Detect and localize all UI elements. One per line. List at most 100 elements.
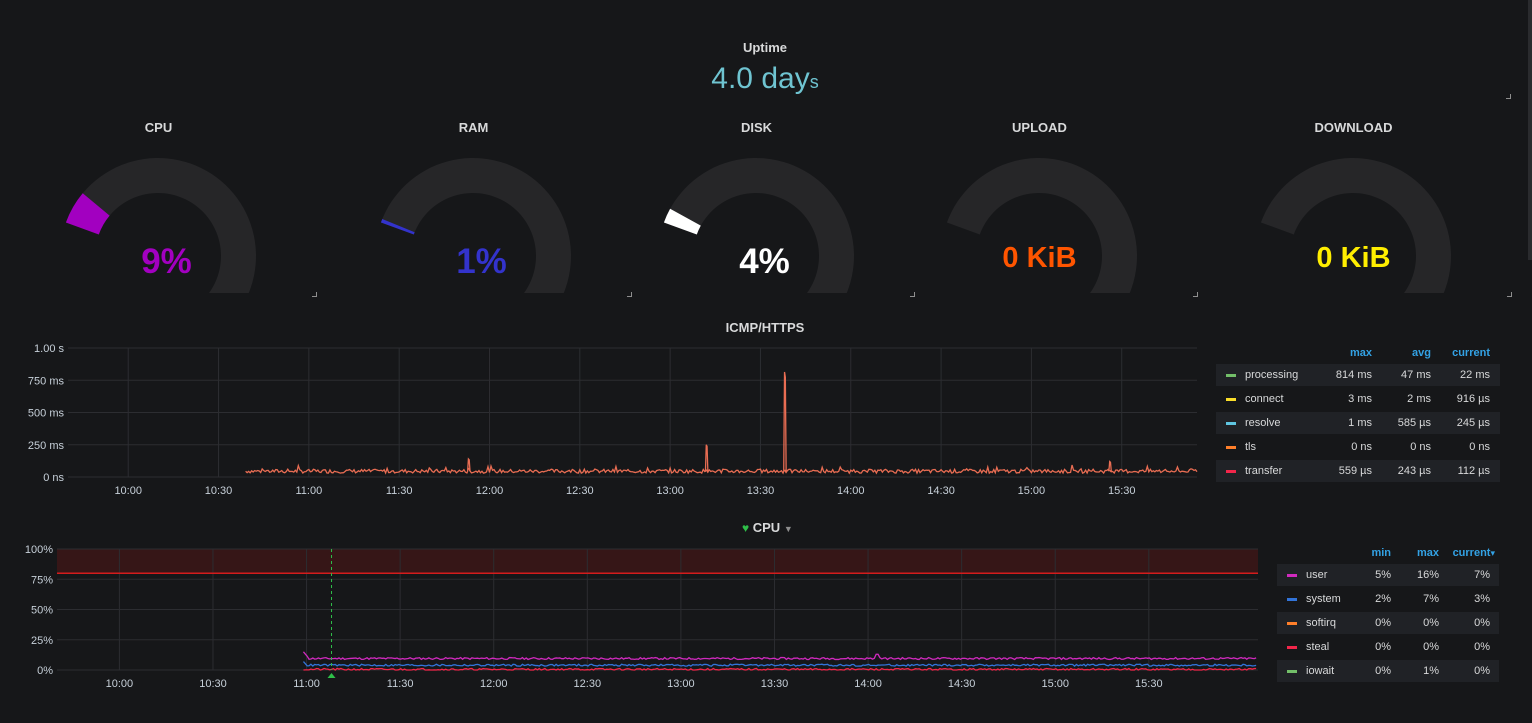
resize-handle[interactable] xyxy=(627,292,632,297)
gauge-track xyxy=(65,158,256,293)
legend-value-current: 245 µs xyxy=(1456,417,1490,429)
legend-row[interactable]: steal 0% 0% 0% xyxy=(1277,636,1499,658)
legend-series-name[interactable]: steal xyxy=(1306,641,1330,653)
icmp-chart[interactable]: 1.00 s 750 ms 500 ms 250 ms 0 ns 10:00 10:30 11… xyxy=(0,335,1210,505)
page-scrollbar[interactable] xyxy=(1528,0,1532,260)
x-tick-label: 14:30 xyxy=(927,485,955,497)
x-tick-label: 12:30 xyxy=(566,485,594,497)
legend-row[interactable]: transfer 559 µs 243 µs 112 µs xyxy=(1216,460,1500,482)
x-tick-label: 12:30 xyxy=(574,678,602,690)
legend-series-name[interactable]: system xyxy=(1306,593,1341,605)
legend-header-max[interactable]: max xyxy=(1416,547,1439,559)
annotation-marker xyxy=(327,673,336,678)
resize-handle[interactable] xyxy=(1506,94,1511,99)
legend-header-max[interactable]: max xyxy=(1349,347,1372,359)
gauge-track xyxy=(1260,158,1451,293)
legend-header-current[interactable]: current▾ xyxy=(1452,547,1495,559)
gauge-title[interactable]: DISK xyxy=(740,120,773,135)
legend-series-name[interactable]: transfer xyxy=(1245,465,1283,477)
legend-swatch[interactable] xyxy=(1287,574,1297,577)
y-tick-label: 500 ms xyxy=(28,408,65,420)
resize-handle[interactable] xyxy=(1193,292,1198,297)
x-tick-label: 15:30 xyxy=(1135,678,1163,690)
gauge-arc xyxy=(380,158,571,293)
gauge-value: 0 KiB xyxy=(1002,242,1077,274)
resize-handle[interactable] xyxy=(312,292,317,297)
legend-series-name[interactable]: softirq xyxy=(1306,617,1336,629)
legend-value-max: 3 ms xyxy=(1348,393,1372,405)
gauge-panel-download: DOWNLOAD 0 KiB xyxy=(1235,118,1512,298)
gauge-value: 9% xyxy=(141,242,192,281)
x-tick-label: 12:00 xyxy=(480,678,508,690)
legend-swatch[interactable] xyxy=(1226,398,1236,401)
chevron-down-icon[interactable]: ▼ xyxy=(783,524,793,534)
legend-value-current: 3% xyxy=(1474,593,1490,605)
x-tick-label: 10:30 xyxy=(205,485,233,497)
legend-swatch[interactable] xyxy=(1287,670,1297,673)
legend-value-max: 0 ns xyxy=(1351,441,1372,453)
legend-series-name[interactable]: tls xyxy=(1245,441,1256,453)
x-tick-label: 10:00 xyxy=(106,678,134,690)
x-tick-label: 10:30 xyxy=(199,678,227,690)
legend-row[interactable]: tls 0 ns 0 ns 0 ns xyxy=(1216,436,1500,458)
x-tick-label: 10:00 xyxy=(114,485,142,497)
y-tick-label: 750 ms xyxy=(28,375,65,387)
gauge-title[interactable]: RAM xyxy=(458,120,489,135)
resize-handle[interactable] xyxy=(910,292,915,297)
x-tick-label: 11:00 xyxy=(293,678,320,690)
legend-swatch[interactable] xyxy=(1287,598,1297,601)
legend-swatch[interactable] xyxy=(1226,422,1236,425)
cpu-chart[interactable]: 100% 75% 50% 25% 0% 10:00 10:30 11:00 11:30 12:00… xyxy=(0,536,1270,706)
legend-row[interactable]: resolve 1 ms 585 µs 245 µs xyxy=(1216,412,1500,434)
legend-header-min[interactable]: min xyxy=(1371,547,1391,559)
legend-value-max: 814 ms xyxy=(1335,369,1372,381)
legend-header-avg[interactable]: avg xyxy=(1412,347,1431,359)
legend-row[interactable]: iowait 0% 1% 0% xyxy=(1277,660,1499,682)
x-tick-label: 11:30 xyxy=(386,485,413,497)
gauge-title[interactable]: UPLOAD xyxy=(1012,120,1067,135)
legend-swatch[interactable] xyxy=(1226,446,1236,449)
gauge-arc xyxy=(1260,158,1451,293)
legend-swatch[interactable] xyxy=(1226,374,1236,377)
cpu-panel-header[interactable]: ♥ CPU ▼ xyxy=(742,520,802,535)
legend-value-current: 0 ns xyxy=(1469,441,1490,453)
y-tick-label: 0 ns xyxy=(43,472,64,484)
legend-row[interactable]: system 2% 7% 3% xyxy=(1277,588,1499,610)
legend-swatch[interactable] xyxy=(1226,470,1236,473)
y-tick-label: 50% xyxy=(31,605,53,617)
legend-swatch[interactable] xyxy=(1287,622,1297,625)
gauge-track xyxy=(663,158,854,293)
legend-header-current[interactable]: current xyxy=(1452,347,1490,359)
gauge-fill xyxy=(380,218,415,235)
uptime-value: 4.0 days xyxy=(711,62,819,95)
legend-series-name[interactable]: resolve xyxy=(1245,417,1281,429)
legend-series-name[interactable]: iowait xyxy=(1306,665,1335,677)
gauge-title[interactable]: CPU xyxy=(144,120,173,135)
legend-row[interactable]: user 5% 16% 7% xyxy=(1277,564,1499,586)
resize-handle[interactable] xyxy=(1507,292,1512,297)
cpu-legend: min max current▾ user 5% 16% 7% system 2% 7% 3%… xyxy=(1277,545,1499,685)
legend-series-name[interactable]: user xyxy=(1306,569,1328,581)
legend-row[interactable]: processing 814 ms 47 ms 22 ms xyxy=(1216,364,1500,386)
legend-value-min: 0% xyxy=(1375,641,1391,653)
icmp-panel-title[interactable]: ICMP/HTTPS xyxy=(725,320,805,335)
gauge-title[interactable]: DOWNLOAD xyxy=(1314,120,1393,135)
legend-series-name[interactable]: connect xyxy=(1245,393,1284,405)
legend-value-current: 0% xyxy=(1474,641,1490,653)
uptime-title: Uptime xyxy=(742,40,788,55)
gauge-fill xyxy=(65,193,110,235)
legend-value-max: 7% xyxy=(1423,593,1439,605)
legend-value-max: 1% xyxy=(1423,665,1439,677)
y-tick-label: 0% xyxy=(37,665,53,677)
legend-row[interactable]: connect 3 ms 2 ms 916 µs xyxy=(1216,388,1500,410)
y-tick-label: 75% xyxy=(31,574,53,586)
icmp-legend: max avg current processing 814 ms 47 ms 22 … xyxy=(1216,345,1500,485)
legend-swatch[interactable] xyxy=(1287,646,1297,649)
x-tick-label: 13:30 xyxy=(761,678,789,690)
legend-row[interactable]: softirq 0% 0% 0% xyxy=(1277,612,1499,634)
legend-series-name[interactable]: processing xyxy=(1245,369,1299,381)
x-tick-label: 15:30 xyxy=(1108,485,1136,497)
legend-value-current: 916 µs xyxy=(1456,393,1490,405)
x-tick-label: 14:00 xyxy=(837,485,865,497)
gauge-panel-ram: RAM 1% xyxy=(355,118,632,298)
